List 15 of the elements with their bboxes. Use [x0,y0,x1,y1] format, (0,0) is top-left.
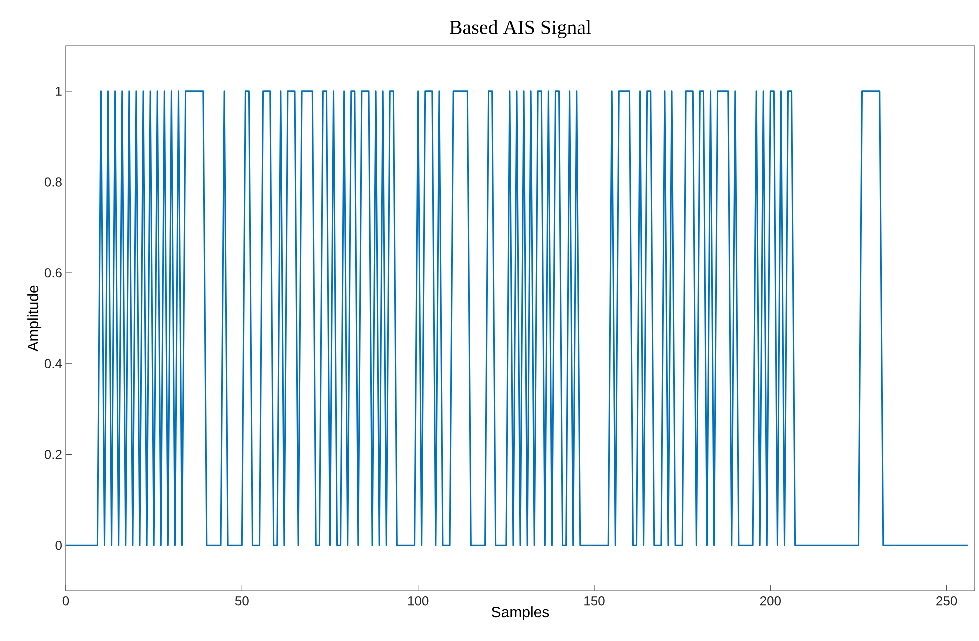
y-tick-label: 1 [56,86,62,96]
y-tick-label: 0.4 [44,359,62,369]
y-tick-label: 0 [56,540,62,550]
y-axis-title: Amplitude [28,286,42,352]
x-tick-label: 250 [936,596,958,606]
y-tick-label: 0.8 [44,178,62,187]
chart-title: Based AIS Signal [450,20,592,38]
x-axis-title: Samples [492,606,550,621]
x-tick-label: 50 [235,596,249,606]
x-tick-label: 100 [408,596,429,606]
x-tick-label: 200 [760,596,781,606]
x-tick-label: 150 [584,596,605,606]
y-tick-label: 0.2 [44,450,62,460]
y-tick-label: 0.6 [44,268,62,278]
x-tick-label: 0 [62,596,70,606]
